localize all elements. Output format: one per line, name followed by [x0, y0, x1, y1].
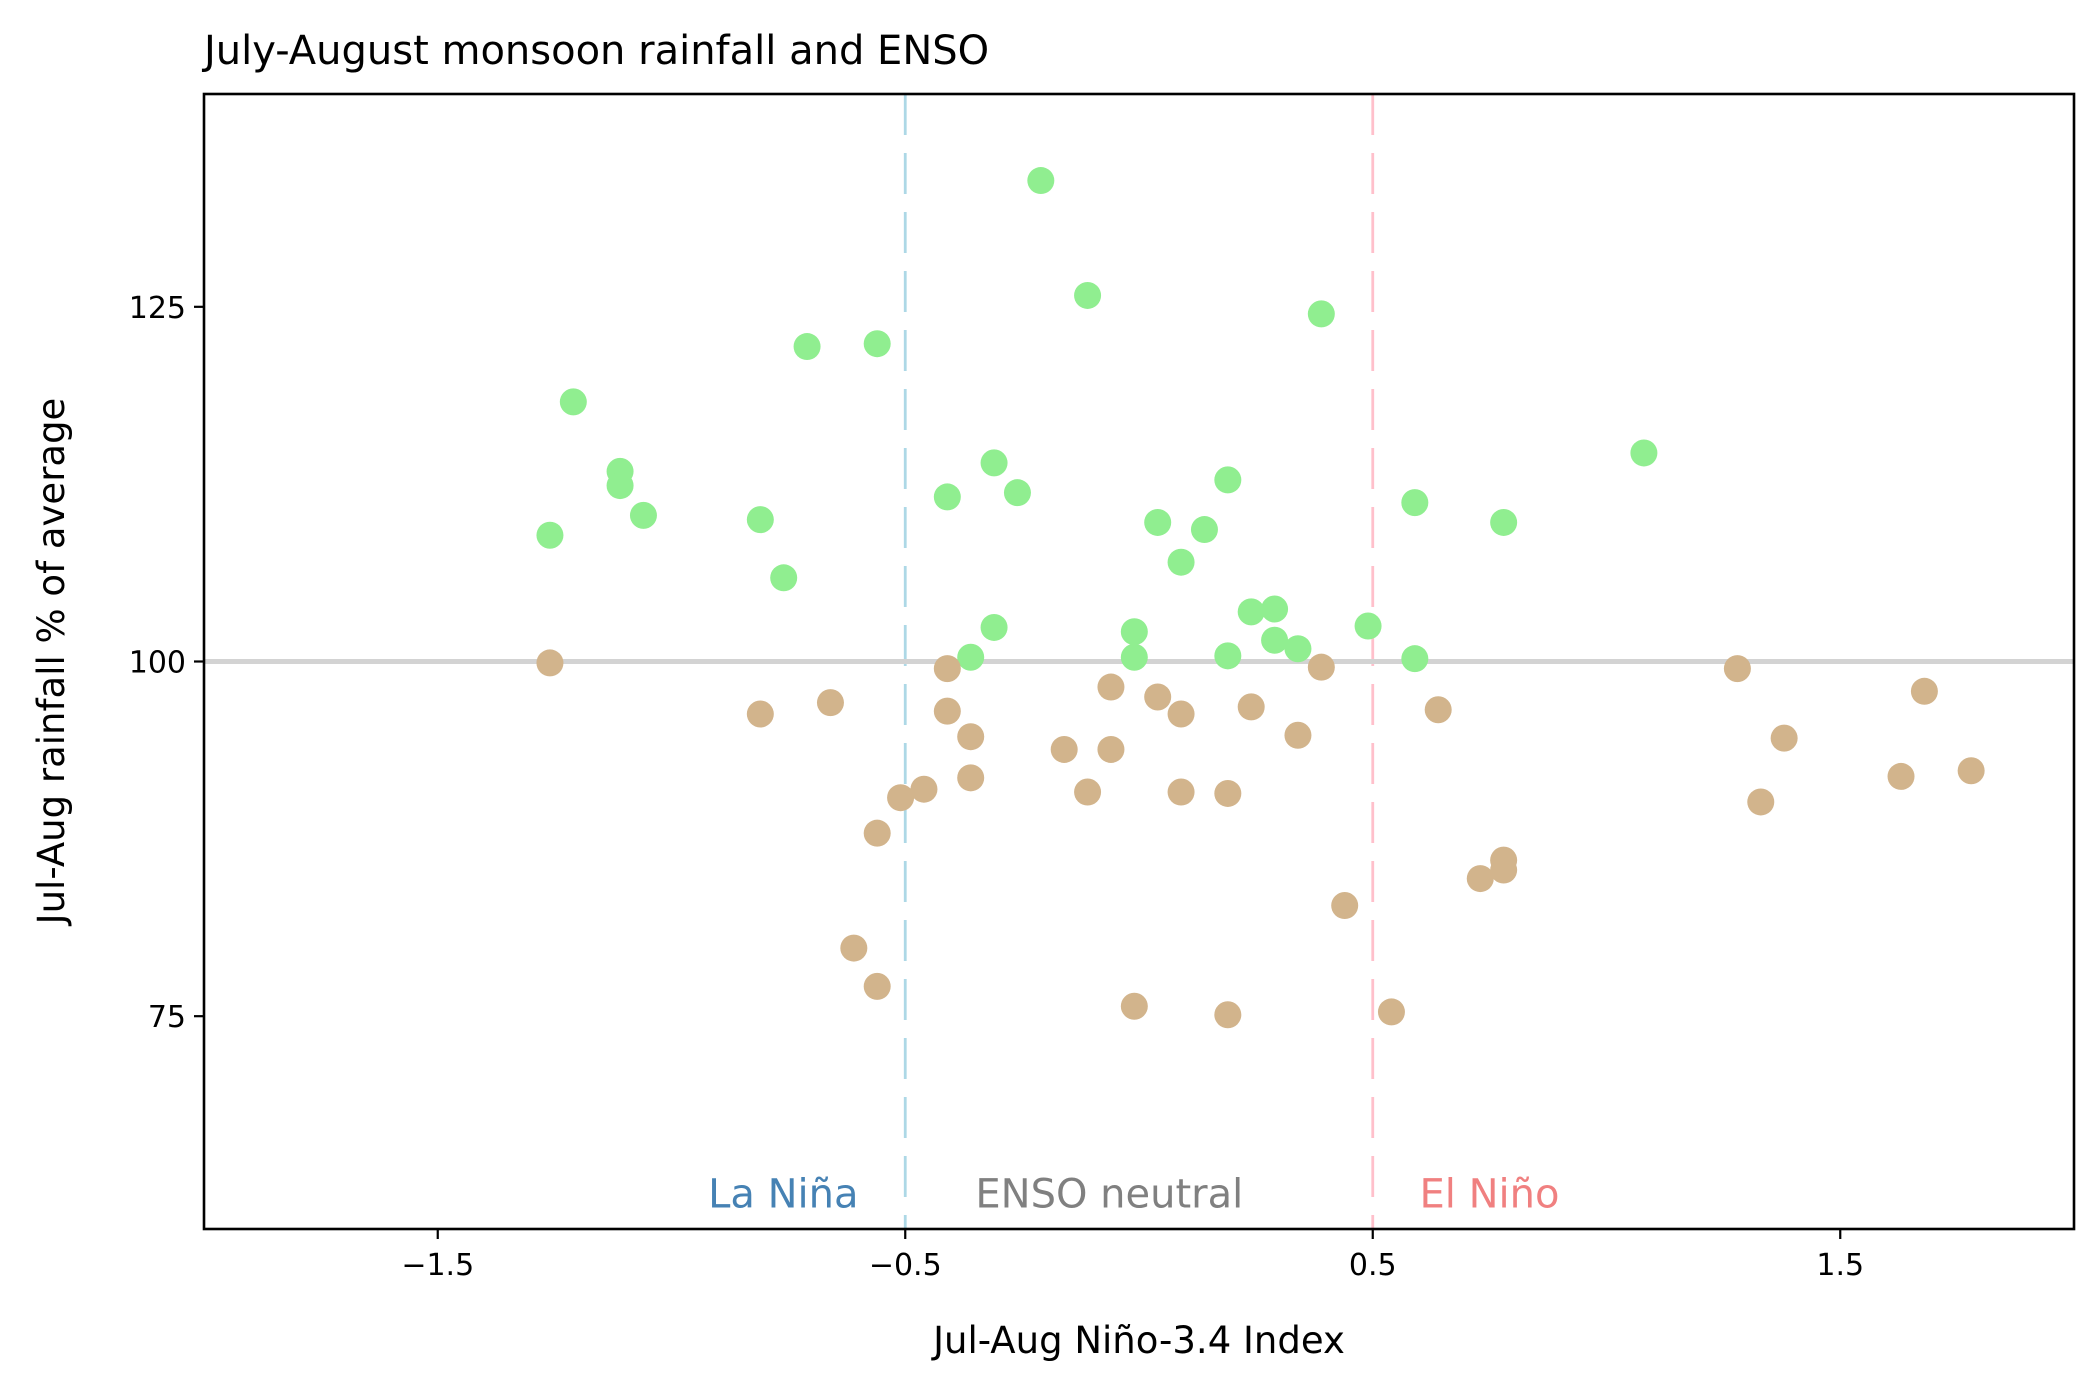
x-tick-label: 1.5 [1816, 1248, 1864, 1283]
above-average-point-31 [1490, 508, 1518, 536]
above-average-point-24 [1261, 595, 1289, 623]
above-average-point-18 [1144, 508, 1172, 536]
points-layer [536, 167, 1985, 1029]
below-average-point-25 [1331, 892, 1359, 920]
x-axis-ticks: −1.5 −0.5 0.5 1.5 [401, 1229, 1864, 1283]
x-tick-label: 0.5 [1349, 1248, 1397, 1283]
above-average-point-30 [1401, 645, 1429, 673]
below-average-point-17 [1144, 683, 1172, 711]
below-average-point-35 [1910, 677, 1938, 705]
la-nina-label: La Niña [708, 1172, 858, 1218]
y-tick-label: 75 [148, 1000, 186, 1035]
plot-area: La Niña ENSO neutral El Niño [202, 92, 2076, 1231]
below-average-point-12 [1050, 735, 1078, 763]
below-average-point-27 [1424, 696, 1452, 724]
below-average-point-21 [1214, 1001, 1242, 1029]
below-average-point-7 [910, 775, 938, 803]
y-axis-ticks: 75 100 125 [129, 291, 204, 1035]
above-average-point-29 [1401, 489, 1429, 517]
y-tick-label: 125 [129, 291, 186, 326]
below-average-point-11 [957, 764, 985, 792]
above-average-point-13 [1003, 479, 1031, 507]
below-average-point-15 [1097, 735, 1125, 763]
above-average-point-4 [629, 501, 657, 529]
below-average-point-18 [1167, 700, 1195, 728]
above-average-point-3 [606, 472, 634, 500]
y-tick-label: 100 [129, 646, 186, 681]
above-average-point-21 [1214, 466, 1242, 494]
below-average-point-30 [1490, 856, 1518, 884]
below-average-point-9 [933, 697, 961, 725]
below-average-point-10 [957, 723, 985, 751]
above-average-point-7 [793, 333, 821, 361]
above-average-point-14 [1027, 167, 1055, 195]
above-average-point-26 [1284, 635, 1312, 663]
above-average-point-28 [1354, 612, 1382, 640]
below-average-point-8 [933, 655, 961, 683]
above-average-point-0 [536, 521, 564, 549]
below-average-point-0 [536, 649, 564, 677]
above-average-point-5 [746, 506, 774, 534]
below-average-point-2 [816, 689, 844, 717]
below-average-point-14 [1097, 673, 1125, 701]
below-average-point-20 [1214, 779, 1242, 807]
below-average-point-32 [1747, 788, 1775, 816]
below-average-point-19 [1167, 778, 1195, 806]
below-average-point-22 [1237, 693, 1265, 721]
x-axis-label: Jul-Aug Niño-3.4 Index [931, 1319, 1345, 1362]
below-average-point-3 [840, 934, 868, 962]
below-average-point-4 [863, 819, 891, 847]
y-axis-label: Jul-Aug rainfall % of average [30, 398, 73, 927]
above-average-point-8 [863, 330, 891, 358]
chart-title: July-August monsoon rainfall and ENSO [201, 28, 989, 74]
below-average-point-34 [1887, 762, 1915, 790]
below-average-point-23 [1284, 721, 1312, 749]
below-average-point-26 [1377, 998, 1405, 1026]
below-average-point-16 [1120, 992, 1148, 1020]
below-average-point-24 [1307, 653, 1335, 681]
x-tick-label: −1.5 [401, 1248, 474, 1283]
below-average-point-13 [1074, 778, 1102, 806]
above-average-point-19 [1167, 548, 1195, 576]
below-average-point-5 [863, 972, 891, 1000]
enso-neutral-label: ENSO neutral [975, 1172, 1243, 1218]
above-average-point-23 [1237, 598, 1265, 626]
above-average-point-1 [559, 388, 587, 416]
annotation-layer: La Niña ENSO neutral El Niño [708, 1172, 1559, 1218]
above-average-point-16 [1120, 618, 1148, 646]
above-average-point-12 [980, 613, 1008, 641]
above-average-point-27 [1307, 300, 1335, 328]
below-average-point-28 [1466, 865, 1494, 893]
above-average-point-15 [1074, 281, 1102, 309]
below-average-point-1 [746, 700, 774, 728]
above-average-point-10 [957, 643, 985, 671]
below-average-point-36 [1957, 757, 1985, 785]
above-average-point-11 [980, 449, 1008, 477]
below-average-point-33 [1770, 724, 1798, 752]
below-average-point-6 [887, 784, 915, 812]
above-average-point-25 [1261, 626, 1289, 654]
below-average-point-31 [1723, 655, 1751, 683]
above-average-point-22 [1214, 642, 1242, 670]
above-average-point-9 [933, 483, 961, 511]
above-average-point-6 [770, 564, 798, 592]
x-tick-label: −0.5 [869, 1248, 942, 1283]
above-average-point-17 [1120, 643, 1148, 671]
above-average-point-32 [1630, 439, 1658, 467]
above-average-point-20 [1190, 516, 1218, 544]
el-nino-label: El Niño [1420, 1172, 1560, 1218]
